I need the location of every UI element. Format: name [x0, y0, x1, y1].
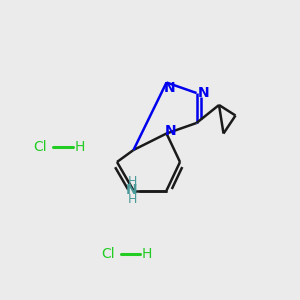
Text: H: H: [127, 193, 137, 206]
Text: H: H: [142, 247, 152, 260]
Text: Cl: Cl: [101, 247, 115, 260]
Text: N: N: [126, 184, 138, 197]
Text: N: N: [197, 86, 209, 100]
Text: N: N: [164, 82, 175, 95]
Text: Cl: Cl: [34, 140, 47, 154]
Text: N: N: [165, 124, 177, 137]
Text: H: H: [127, 175, 137, 188]
Text: H: H: [74, 140, 85, 154]
